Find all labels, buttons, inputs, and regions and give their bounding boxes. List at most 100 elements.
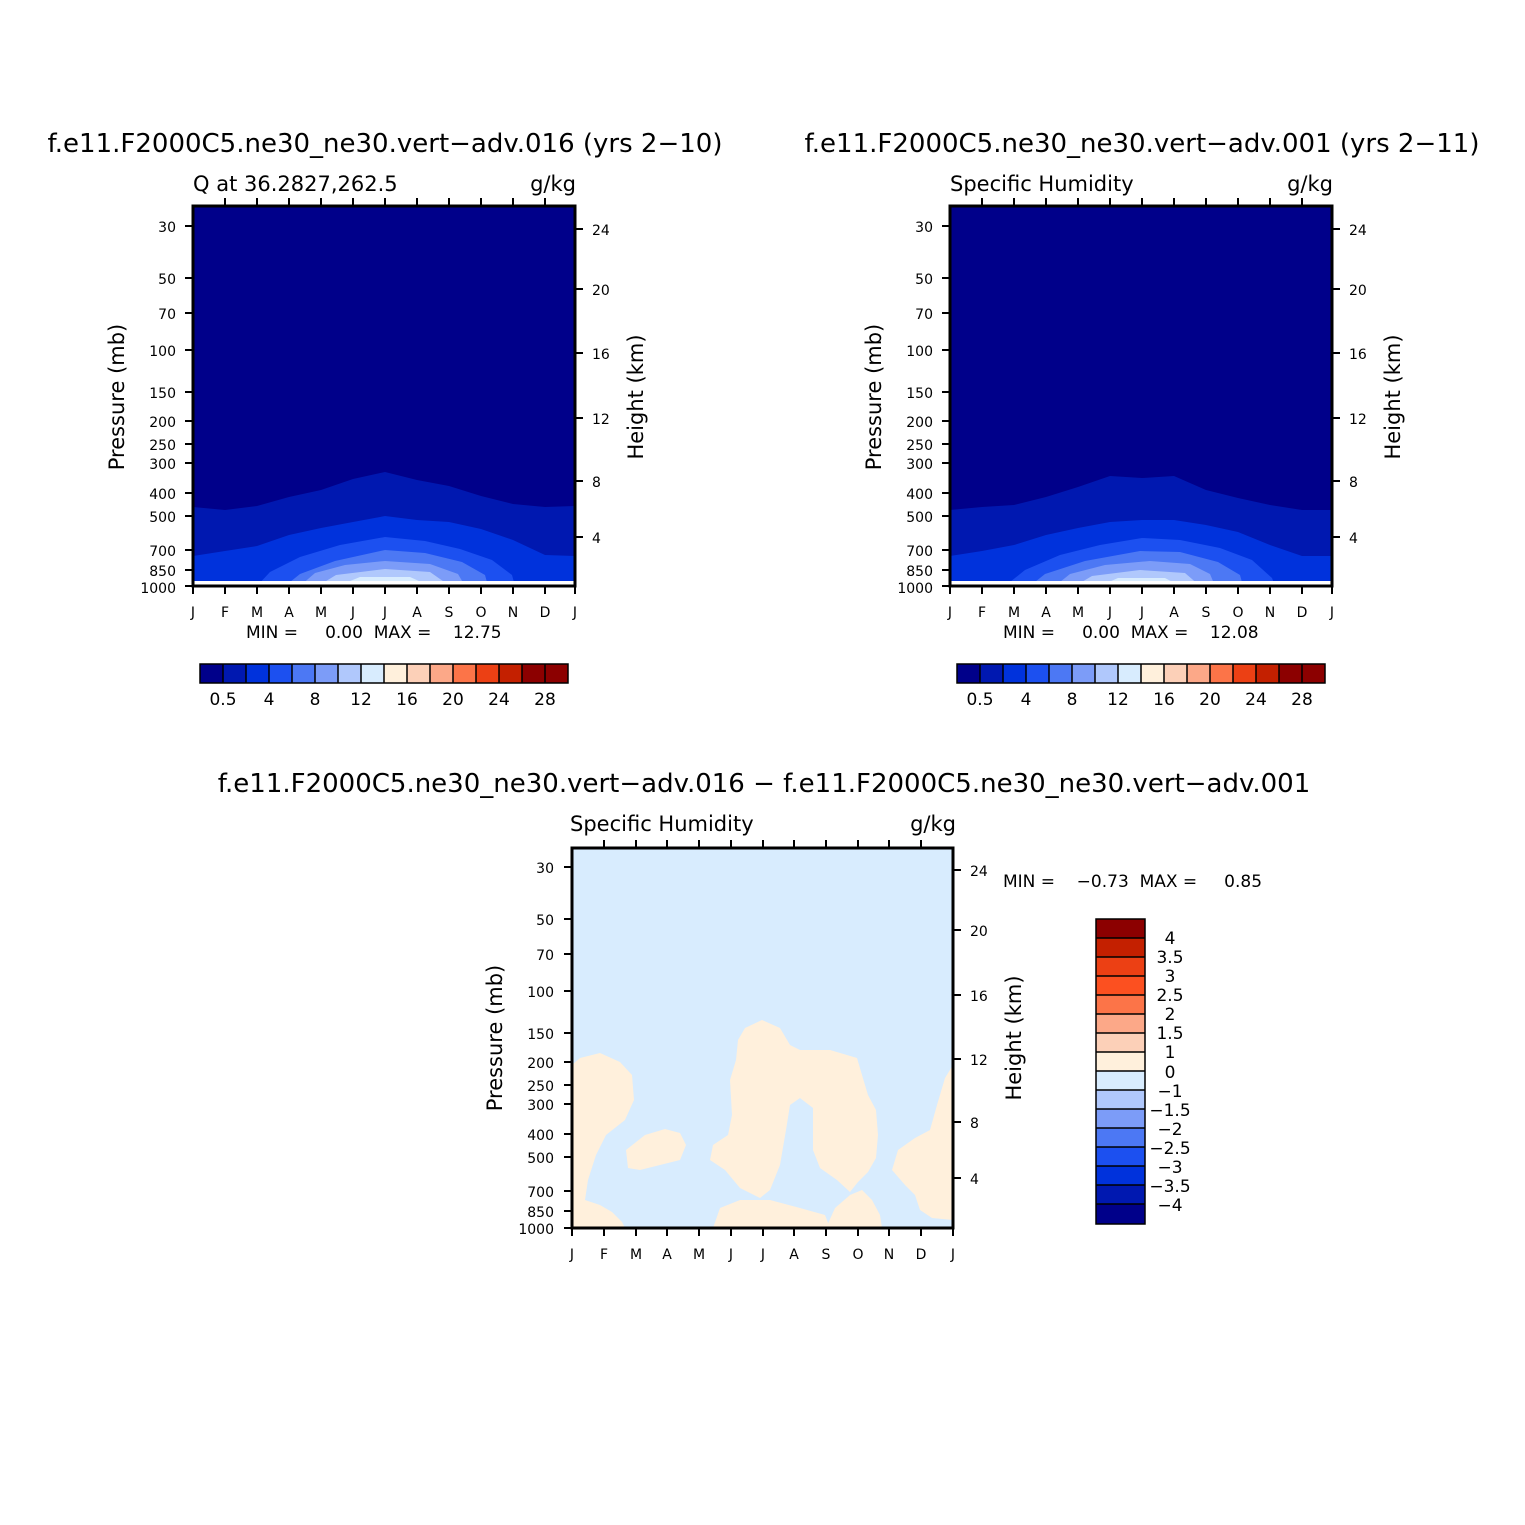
xtick-oct: O (1232, 605, 1243, 621)
ptick-200: 200 (527, 1056, 554, 1072)
cbar2-label-6: 24 (1245, 690, 1267, 710)
ztick-8: 8 (1349, 475, 1358, 491)
ztick-8: 8 (592, 475, 601, 491)
ztick-24: 24 (592, 223, 610, 239)
cbar3-label-7: 0 (1165, 1063, 1176, 1083)
xtick-sep: S (1202, 605, 1211, 621)
xtick-jan: J (947, 605, 952, 621)
panel-2-colorbar: 0.5 4 8 12 16 20 24 28 (956, 663, 1326, 710)
ptick-850: 850 (906, 564, 933, 580)
xtick-nov: N (884, 1247, 894, 1263)
ztick-4: 4 (970, 1172, 979, 1188)
ptick-500: 500 (906, 510, 933, 526)
ptick-400: 400 (149, 487, 176, 503)
panel-1: f.e11.F2000C5.ne30_ne30.vert−adv.016 (yr… (48, 129, 723, 710)
cbar2-label-5: 20 (1199, 690, 1221, 710)
cbar2-label-4: 16 (1153, 690, 1175, 710)
cbar3-label-8: −1 (1157, 1082, 1182, 1102)
xtick-mar: M (630, 1247, 642, 1263)
ptick-100: 100 (527, 985, 554, 1001)
ptick-700: 700 (149, 544, 176, 560)
xtick-jan-end: J (1329, 605, 1334, 621)
panel-2-plot (948, 204, 1334, 588)
ztick-16: 16 (1349, 347, 1367, 363)
xtick-feb: F (221, 605, 229, 621)
xtick-apr: A (662, 1247, 672, 1263)
xtick-jan: J (190, 605, 195, 621)
xtick-dec: D (916, 1247, 927, 1263)
cbar1-label-1: 4 (264, 690, 275, 710)
ptick-30: 30 (158, 220, 176, 236)
panel-1-minmax: MIN = 0.00 MAX = 12.75 (246, 623, 502, 643)
xtick-oct: O (852, 1247, 863, 1263)
ptick-250: 250 (527, 1079, 554, 1095)
ptick-400: 400 (527, 1128, 554, 1144)
panel-3-plot (570, 846, 955, 1230)
ptick-850: 850 (527, 1205, 554, 1221)
xtick-nov: N (508, 605, 518, 621)
xtick-apr: A (284, 605, 294, 621)
xtick-jun: J (1107, 605, 1112, 621)
cbar3-label-4: 2 (1165, 1005, 1176, 1025)
ptick-300: 300 (149, 457, 176, 473)
cbar1-label-2: 8 (310, 690, 321, 710)
cbar3-label-10: −2 (1157, 1120, 1182, 1140)
xtick-jan-end: J (572, 605, 577, 621)
ptick-850: 850 (149, 564, 176, 580)
cbar2-label-1: 4 (1021, 690, 1032, 710)
cbar1-label-0: 0.5 (209, 690, 236, 710)
ztick-20: 20 (970, 924, 988, 940)
ptick-100: 100 (149, 344, 176, 360)
ptick-250: 250 (906, 438, 933, 454)
ptick-1000: 1000 (897, 581, 933, 597)
cbar3-label-2: 3 (1165, 967, 1176, 987)
ztick-20: 20 (592, 283, 610, 299)
cbar3-label-3: 2.5 (1156, 986, 1183, 1006)
ptick-30: 30 (915, 220, 933, 236)
cbar1-label-7: 28 (534, 690, 556, 710)
ztick-12: 12 (1349, 412, 1367, 428)
panel-3-minmax: MIN = −0.73 MAX = 0.85 (1003, 872, 1262, 892)
ptick-50: 50 (915, 272, 933, 288)
xtick-sep: S (822, 1247, 831, 1263)
ptick-150: 150 (906, 386, 933, 402)
ztick-12: 12 (970, 1053, 988, 1069)
panel-2-ylabel-right: Height (km) (1381, 334, 1405, 459)
ptick-100: 100 (906, 344, 933, 360)
cbar3-label-11: −2.5 (1149, 1139, 1190, 1159)
panel-2-left-axis: 30 50 70 100 150 200 250 300 400 500 700… (862, 220, 950, 597)
panel-2: f.e11.F2000C5.ne30_ne30.vert−adv.001 (yr… (805, 129, 1480, 710)
ptick-700: 700 (527, 1185, 554, 1201)
panel-2-right-axis: 24 20 16 12 8 4 Height (km) (1332, 223, 1405, 547)
panel-2-minmax: MIN = 0.00 MAX = 12.08 (1003, 623, 1259, 643)
xtick-apr: A (1041, 605, 1051, 621)
xtick-jul: J (1139, 605, 1144, 621)
ptick-500: 500 (149, 510, 176, 526)
xtick-jun: J (350, 605, 355, 621)
xtick-may: M (693, 1247, 705, 1263)
panel-2-units: g/kg (1287, 172, 1333, 196)
ztick-16: 16 (592, 347, 610, 363)
ptick-70: 70 (158, 307, 176, 323)
ztick-12: 12 (592, 412, 610, 428)
ptick-500: 500 (527, 1151, 554, 1167)
ptick-70: 70 (915, 307, 933, 323)
xtick-mar: M (251, 605, 263, 621)
panel-3-colorbar: 4 3.5 3 2.5 2 1.5 1 0 −1 −1.5 −2 −2.5 −3… (1095, 918, 1191, 1225)
panel-1-left-axis: 30 50 70 100 150 200 250 300 400 500 700… (105, 220, 193, 597)
ptick-30: 30 (536, 861, 554, 877)
panel-3-left-axis: 30 50 70 100 150 200 250 300 400 500 700… (483, 861, 572, 1238)
ptick-1000: 1000 (518, 1222, 554, 1238)
panel-1-title: f.e11.F2000C5.ne30_ne30.vert−adv.016 (yr… (48, 129, 723, 159)
ptick-200: 200 (906, 415, 933, 431)
panel-1-plot (191, 204, 577, 588)
ztick-8: 8 (970, 1116, 979, 1132)
ptick-50: 50 (536, 913, 554, 929)
panel-1-units: g/kg (530, 172, 576, 196)
ptick-400: 400 (906, 487, 933, 503)
xtick-jun: J (728, 1247, 733, 1263)
cbar3-label-1: 3.5 (1156, 948, 1183, 968)
panel-1-x-axis: J F M A M J J A S O N D J (190, 198, 577, 621)
xtick-oct: O (475, 605, 486, 621)
